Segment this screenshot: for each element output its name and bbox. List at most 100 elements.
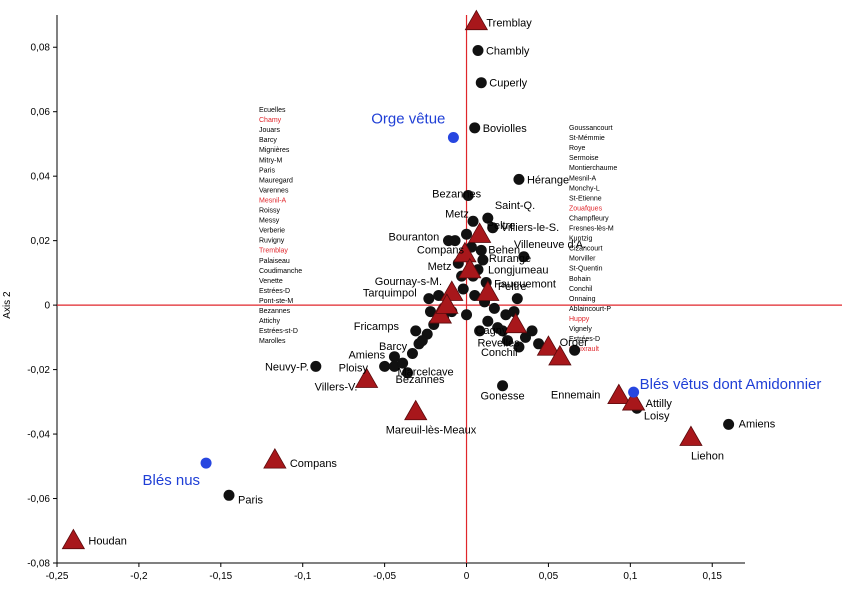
site-dot-label: Neuvy-P. bbox=[265, 361, 309, 373]
x-tick-label: 0,15 bbox=[703, 571, 723, 582]
site-dot bbox=[310, 360, 322, 372]
site-dot-label: Paris bbox=[238, 494, 264, 506]
site-dot-label: Saint-Q. bbox=[495, 200, 535, 212]
site-dot bbox=[487, 222, 499, 234]
site-list-item: Huppy bbox=[569, 316, 590, 323]
site-dot bbox=[469, 289, 481, 301]
site-triangle-label: Liehon bbox=[691, 450, 724, 462]
site-list-item: St-Quentin bbox=[569, 266, 603, 273]
site-list-item: Mesnil-A bbox=[259, 197, 287, 204]
site-list-item: Ecuelles bbox=[259, 107, 286, 114]
site-dot bbox=[513, 173, 525, 185]
site-dot-label: Barcy bbox=[379, 341, 408, 353]
site-list-item: St-Etienne bbox=[569, 195, 602, 202]
site-dot-label: Villeneuve d'A. bbox=[514, 239, 586, 251]
site-dot bbox=[461, 309, 473, 321]
site-dot-label: Cagny bbox=[476, 325, 508, 337]
site-dot bbox=[423, 293, 435, 305]
site-list-item: Mauregard bbox=[259, 177, 293, 184]
site-dot-label: Conchil bbox=[481, 347, 518, 359]
site-dot bbox=[511, 293, 523, 305]
site-list-item: Montierchaume bbox=[569, 165, 617, 172]
site-list-item: Attichy bbox=[259, 318, 281, 325]
site-dot bbox=[526, 325, 538, 337]
site-list-item: Roye bbox=[569, 145, 585, 152]
site-dot bbox=[462, 190, 474, 202]
site-list-item: Estrées-D bbox=[569, 336, 600, 343]
site-list-item: Croixrault bbox=[569, 346, 599, 353]
crop-marker bbox=[628, 386, 640, 398]
site-list-item: Kuntzig bbox=[569, 236, 592, 243]
x-tick-label: -0,05 bbox=[373, 571, 396, 582]
site-list-item: Estrées-D bbox=[259, 288, 290, 295]
site-dot bbox=[569, 344, 581, 356]
site-triangle bbox=[263, 448, 287, 469]
site-list-item: Fresnes-lès-M bbox=[569, 226, 614, 233]
site-dot bbox=[488, 302, 500, 314]
x-tick-label: -0,2 bbox=[130, 571, 148, 582]
site-lists: Ecuelles Chamy Jouars Barcy Mignières Mitry-M… bbox=[259, 107, 617, 353]
y-tick-label: 0,04 bbox=[31, 172, 51, 183]
site-dot-label: Revelles bbox=[477, 338, 520, 350]
crop-label: Blés nus bbox=[143, 472, 201, 489]
site-list-item: Pont-ste-M bbox=[259, 298, 293, 305]
site-triangle bbox=[61, 528, 86, 550]
y-tick-label: -0,08 bbox=[27, 559, 50, 570]
site-list-item: Zouafques bbox=[569, 205, 603, 212]
site-triangle bbox=[503, 312, 528, 334]
y-tick-label: -0,04 bbox=[27, 430, 50, 441]
site-dot bbox=[492, 322, 504, 334]
site-list-item: Roissy bbox=[259, 208, 281, 215]
site-dot bbox=[533, 338, 545, 350]
site-dot bbox=[482, 212, 494, 224]
y-tick-label: 0,06 bbox=[31, 107, 51, 118]
site-dot-label: Longjumeau bbox=[488, 265, 549, 277]
site-triangle-label: Peltre bbox=[498, 281, 527, 293]
data-points bbox=[61, 9, 735, 550]
site-triangle bbox=[548, 344, 572, 366]
site-dot bbox=[410, 325, 422, 337]
site-dot-label: Villiers-le-S. bbox=[501, 222, 559, 234]
site-dot bbox=[223, 489, 235, 501]
site-dot-label: Metz bbox=[445, 208, 469, 220]
site-triangle bbox=[435, 293, 459, 314]
site-triangle-label: Peltre bbox=[487, 220, 516, 232]
site-triangle-label: Compans bbox=[417, 245, 465, 257]
site-dot bbox=[433, 289, 445, 301]
site-triangle bbox=[679, 425, 703, 446]
site-triangle bbox=[354, 367, 379, 388]
site-dot-label: Fricamps bbox=[354, 321, 400, 333]
site-list-item: Verberie bbox=[259, 228, 285, 235]
site-dot-label: Boviolles bbox=[483, 123, 528, 135]
site-triangle bbox=[458, 257, 482, 279]
site-dot bbox=[497, 380, 509, 392]
site-list-item: Paris bbox=[259, 167, 275, 174]
site-dot bbox=[474, 325, 486, 337]
x-tick-label: 0,1 bbox=[623, 571, 637, 582]
axes: Axis 2 bbox=[2, 15, 842, 564]
site-dot-label: Amiens bbox=[348, 350, 385, 362]
site-triangle-label: Attilly bbox=[646, 398, 673, 410]
site-list-item: Coudimanche bbox=[259, 268, 302, 275]
y-axis-title: Axis 2 bbox=[2, 291, 13, 319]
site-dot-label: Ploisy bbox=[339, 362, 369, 374]
site-dot-label: Fauquemont bbox=[494, 279, 556, 291]
site-list-item: Jouars bbox=[259, 127, 281, 134]
site-dot bbox=[402, 367, 414, 379]
site-list-item: Champfleury bbox=[569, 215, 609, 222]
site-dot-label: Marcelcave bbox=[397, 366, 453, 378]
site-dot bbox=[477, 254, 489, 266]
site-list-item: Tremblay bbox=[259, 248, 288, 255]
site-dot bbox=[475, 77, 487, 89]
site-dot-label: Hérange bbox=[527, 174, 569, 186]
crop-label: Blés vêtus dont Amidonnier bbox=[640, 376, 822, 393]
site-dot-label: Oroer bbox=[560, 337, 588, 349]
site-list-item: Vignely bbox=[569, 326, 592, 333]
site-dot-label: Tarquimpol bbox=[363, 288, 417, 300]
point-labels: Chambly Cuperly Boviolles Hérange Bezannes Sa… bbox=[88, 17, 821, 547]
site-triangle bbox=[536, 335, 561, 356]
site-dot bbox=[518, 251, 530, 263]
site-dot bbox=[457, 283, 469, 295]
site-list-item: Onnaing bbox=[569, 296, 596, 303]
